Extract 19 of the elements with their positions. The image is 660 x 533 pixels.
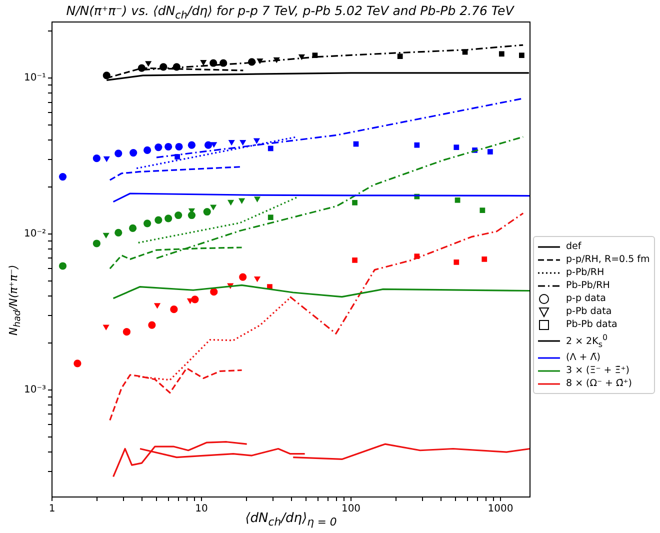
y-tick-label: 10⁻³ [24,384,46,396]
y-tick-label: 10⁻¹ [24,72,46,84]
legend-label: def [566,240,582,253]
x-tick-label: 10 [195,504,208,515]
legend-label: Pb-Pb/RH [566,279,610,292]
legend-label: p-p data [566,292,606,305]
x-tick-label: 1000 [488,504,514,515]
legend-label: p-Pb/RH [566,266,604,279]
legend-label: Pb-Pb data [566,318,618,331]
legend-label: p-p/RH, R=0.5 fm [566,253,650,266]
chart-title: N/N(π⁺π⁻) vs. ⟨dN$_{ch}$/dη⟩ for p-p 7 TeV, p-Pb 5.02 TeV and Pb-Pb 2.76 TeV [65,3,516,22]
legend-label: (Λ + Λ̄) [566,351,600,364]
x-axis-title: ⟨dN$_{ch}$/dη⟩$_{η = 0}$ [245,511,337,529]
y-tick-label: 10⁻² [24,228,46,240]
legend-label: p-Pb data [566,305,612,318]
legend-label: 3 × (Ξ⁻ + Ξ̄⁺) [566,364,630,378]
x-tick-label: 100 [341,504,361,515]
legend-label: 8 × (Ω⁻ + Ω̄⁺) [566,377,632,390]
x-tick-label: 1 [48,504,56,515]
